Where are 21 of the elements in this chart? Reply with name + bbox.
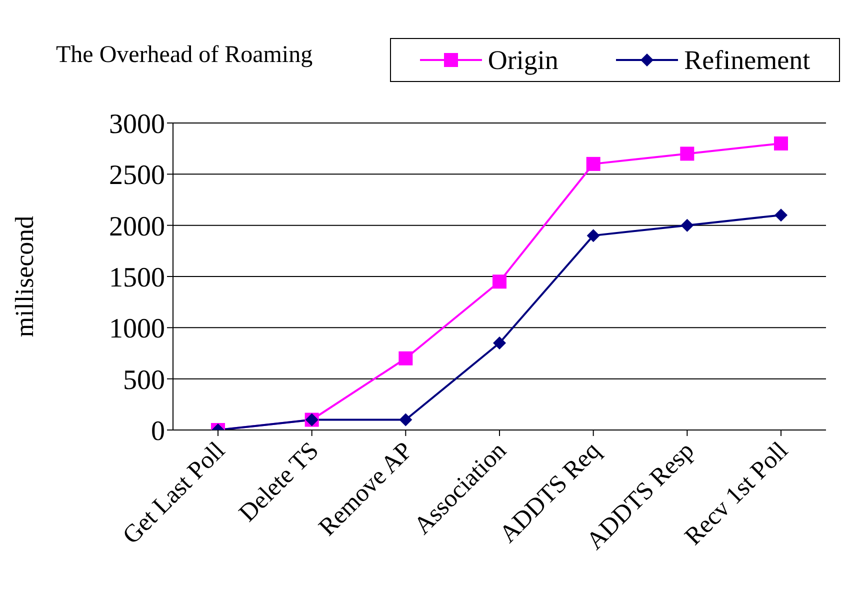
y-tick-label: 0 — [151, 416, 165, 447]
point — [774, 136, 788, 150]
point — [493, 336, 506, 350]
point — [398, 351, 413, 366]
y-tick-label: 1000 — [109, 314, 165, 345]
point — [774, 208, 788, 222]
point — [586, 156, 600, 171]
point — [680, 218, 694, 232]
y-axis-title: millisecond — [10, 216, 40, 338]
point — [680, 146, 694, 161]
y-tick-label: 500 — [123, 364, 165, 396]
point — [492, 274, 506, 289]
chart-title: The Overhead of Roaming — [56, 42, 313, 69]
y-tick-label: 3000 — [109, 108, 165, 140]
y-tick-label: 2500 — [109, 160, 165, 192]
legend-label: Origin — [488, 44, 558, 76]
legend-label: Refinement — [684, 44, 810, 76]
y-tick-label: 2000 — [109, 211, 165, 242]
point — [586, 229, 600, 242]
y-tick-label: 1500 — [109, 262, 165, 294]
point — [399, 413, 412, 426]
